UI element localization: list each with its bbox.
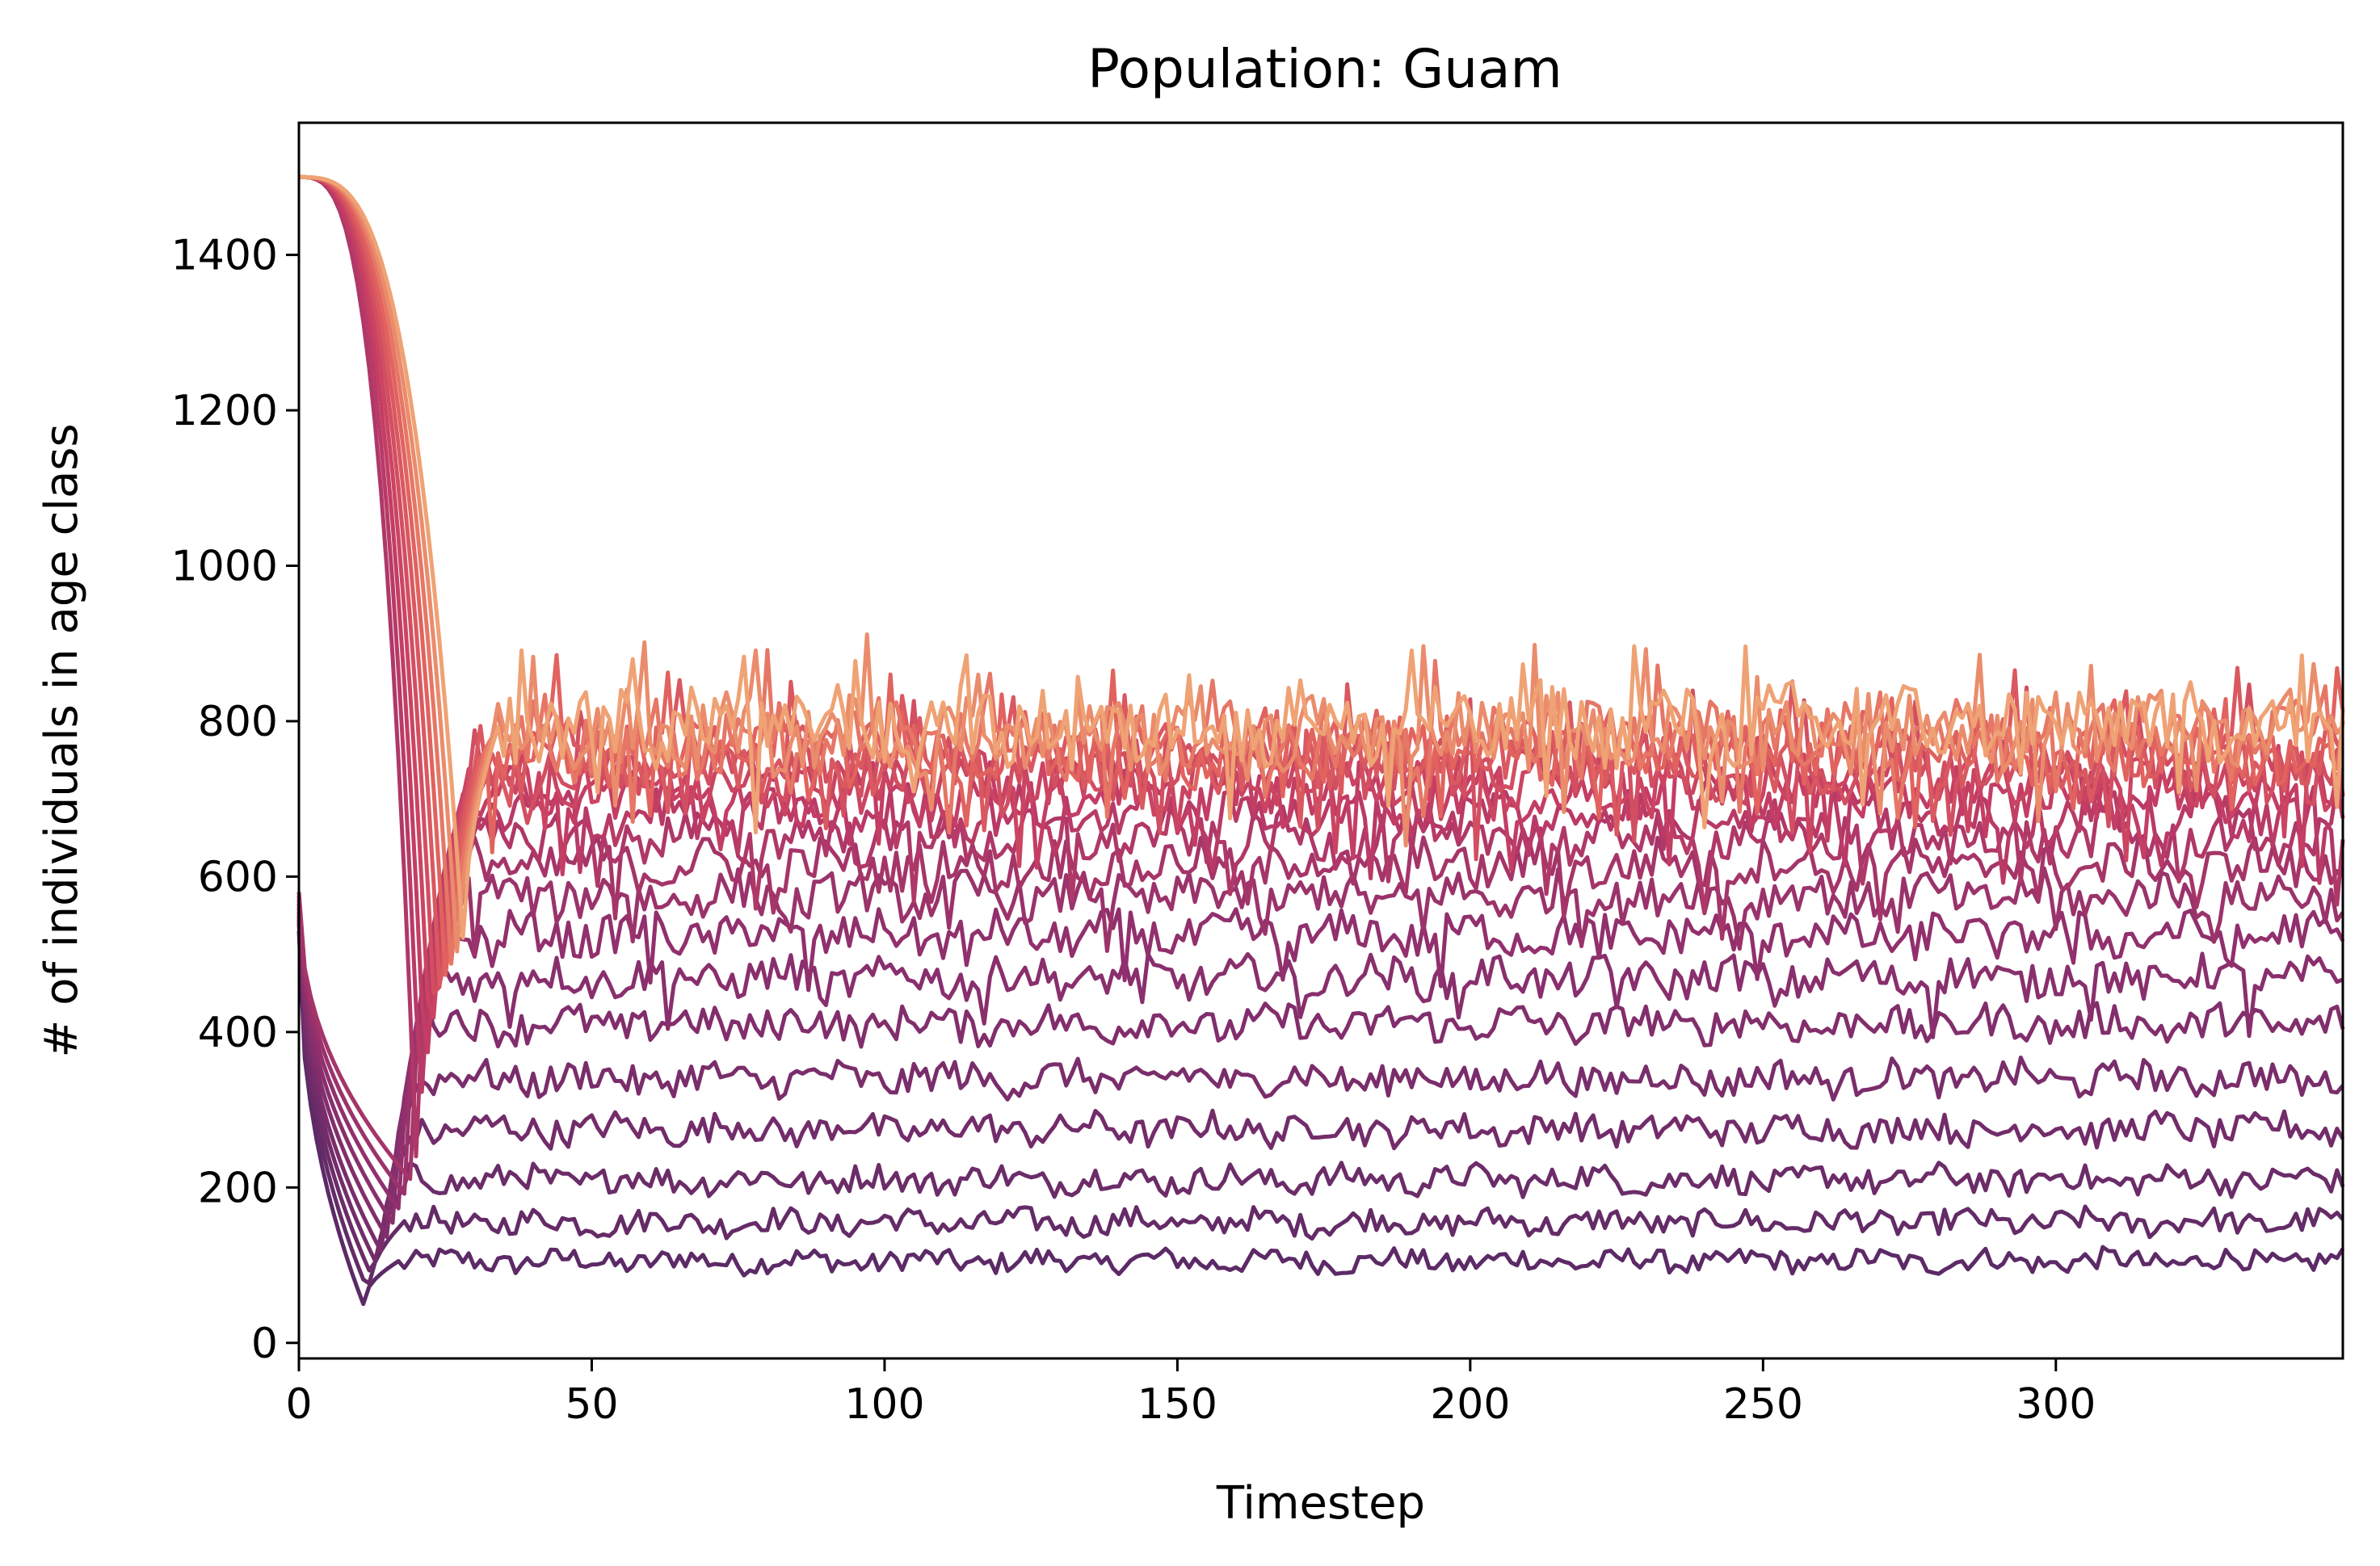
- x-tick-label: 200: [1430, 1380, 1510, 1429]
- x-tick-label: 100: [844, 1380, 924, 1429]
- y-axis: 0 200 400 600 800 1000 1200 1400: [171, 232, 299, 1368]
- x-axis: 0 50 100 150 200 250 300: [285, 1358, 2096, 1429]
- plot-frame: [297, 121, 2344, 1360]
- series-line-11: [299, 174, 2345, 1159]
- series-lines: [296, 174, 2345, 1307]
- series-line-8: [296, 900, 2345, 1211]
- series-line-5: [296, 911, 2344, 1253]
- x-tick-label: 0: [285, 1380, 312, 1429]
- plot-area: [296, 121, 2345, 1360]
- series-line-1: [296, 930, 2345, 1307]
- y-tick-label: 0: [251, 1320, 278, 1368]
- y-axis-label: # of individuals in age class: [36, 423, 88, 1057]
- series-line-7: [296, 903, 2344, 1225]
- y-tick-label: 1200: [171, 387, 278, 435]
- y-tick-label: 1000: [171, 542, 278, 590]
- y-tick-label: 400: [198, 1009, 278, 1057]
- x-tick-label: 300: [2016, 1380, 2096, 1429]
- series-line-4: [296, 915, 2345, 1263]
- series-line-6: [296, 907, 2345, 1240]
- series-line-20: [299, 174, 2345, 940]
- series-line-2: [296, 922, 2344, 1286]
- x-tick-label: 150: [1137, 1380, 1217, 1429]
- x-tick-label: 250: [1723, 1380, 1803, 1429]
- x-axis-label: Timestep: [1216, 1477, 1425, 1530]
- series-line-15: [299, 174, 2345, 996]
- y-tick-label: 800: [198, 698, 278, 746]
- series-line-3: [296, 919, 2345, 1273]
- y-tick-label: 200: [198, 1164, 278, 1212]
- series-line-17: [299, 174, 2345, 977]
- series-line-19: [299, 174, 2344, 954]
- x-tick-label: 50: [565, 1380, 618, 1429]
- series-line-12: [299, 174, 2345, 1094]
- y-tick-label: 1400: [171, 232, 278, 280]
- y-tick-label: 600: [198, 853, 278, 901]
- chart-title: Population: Guam: [1087, 38, 1562, 100]
